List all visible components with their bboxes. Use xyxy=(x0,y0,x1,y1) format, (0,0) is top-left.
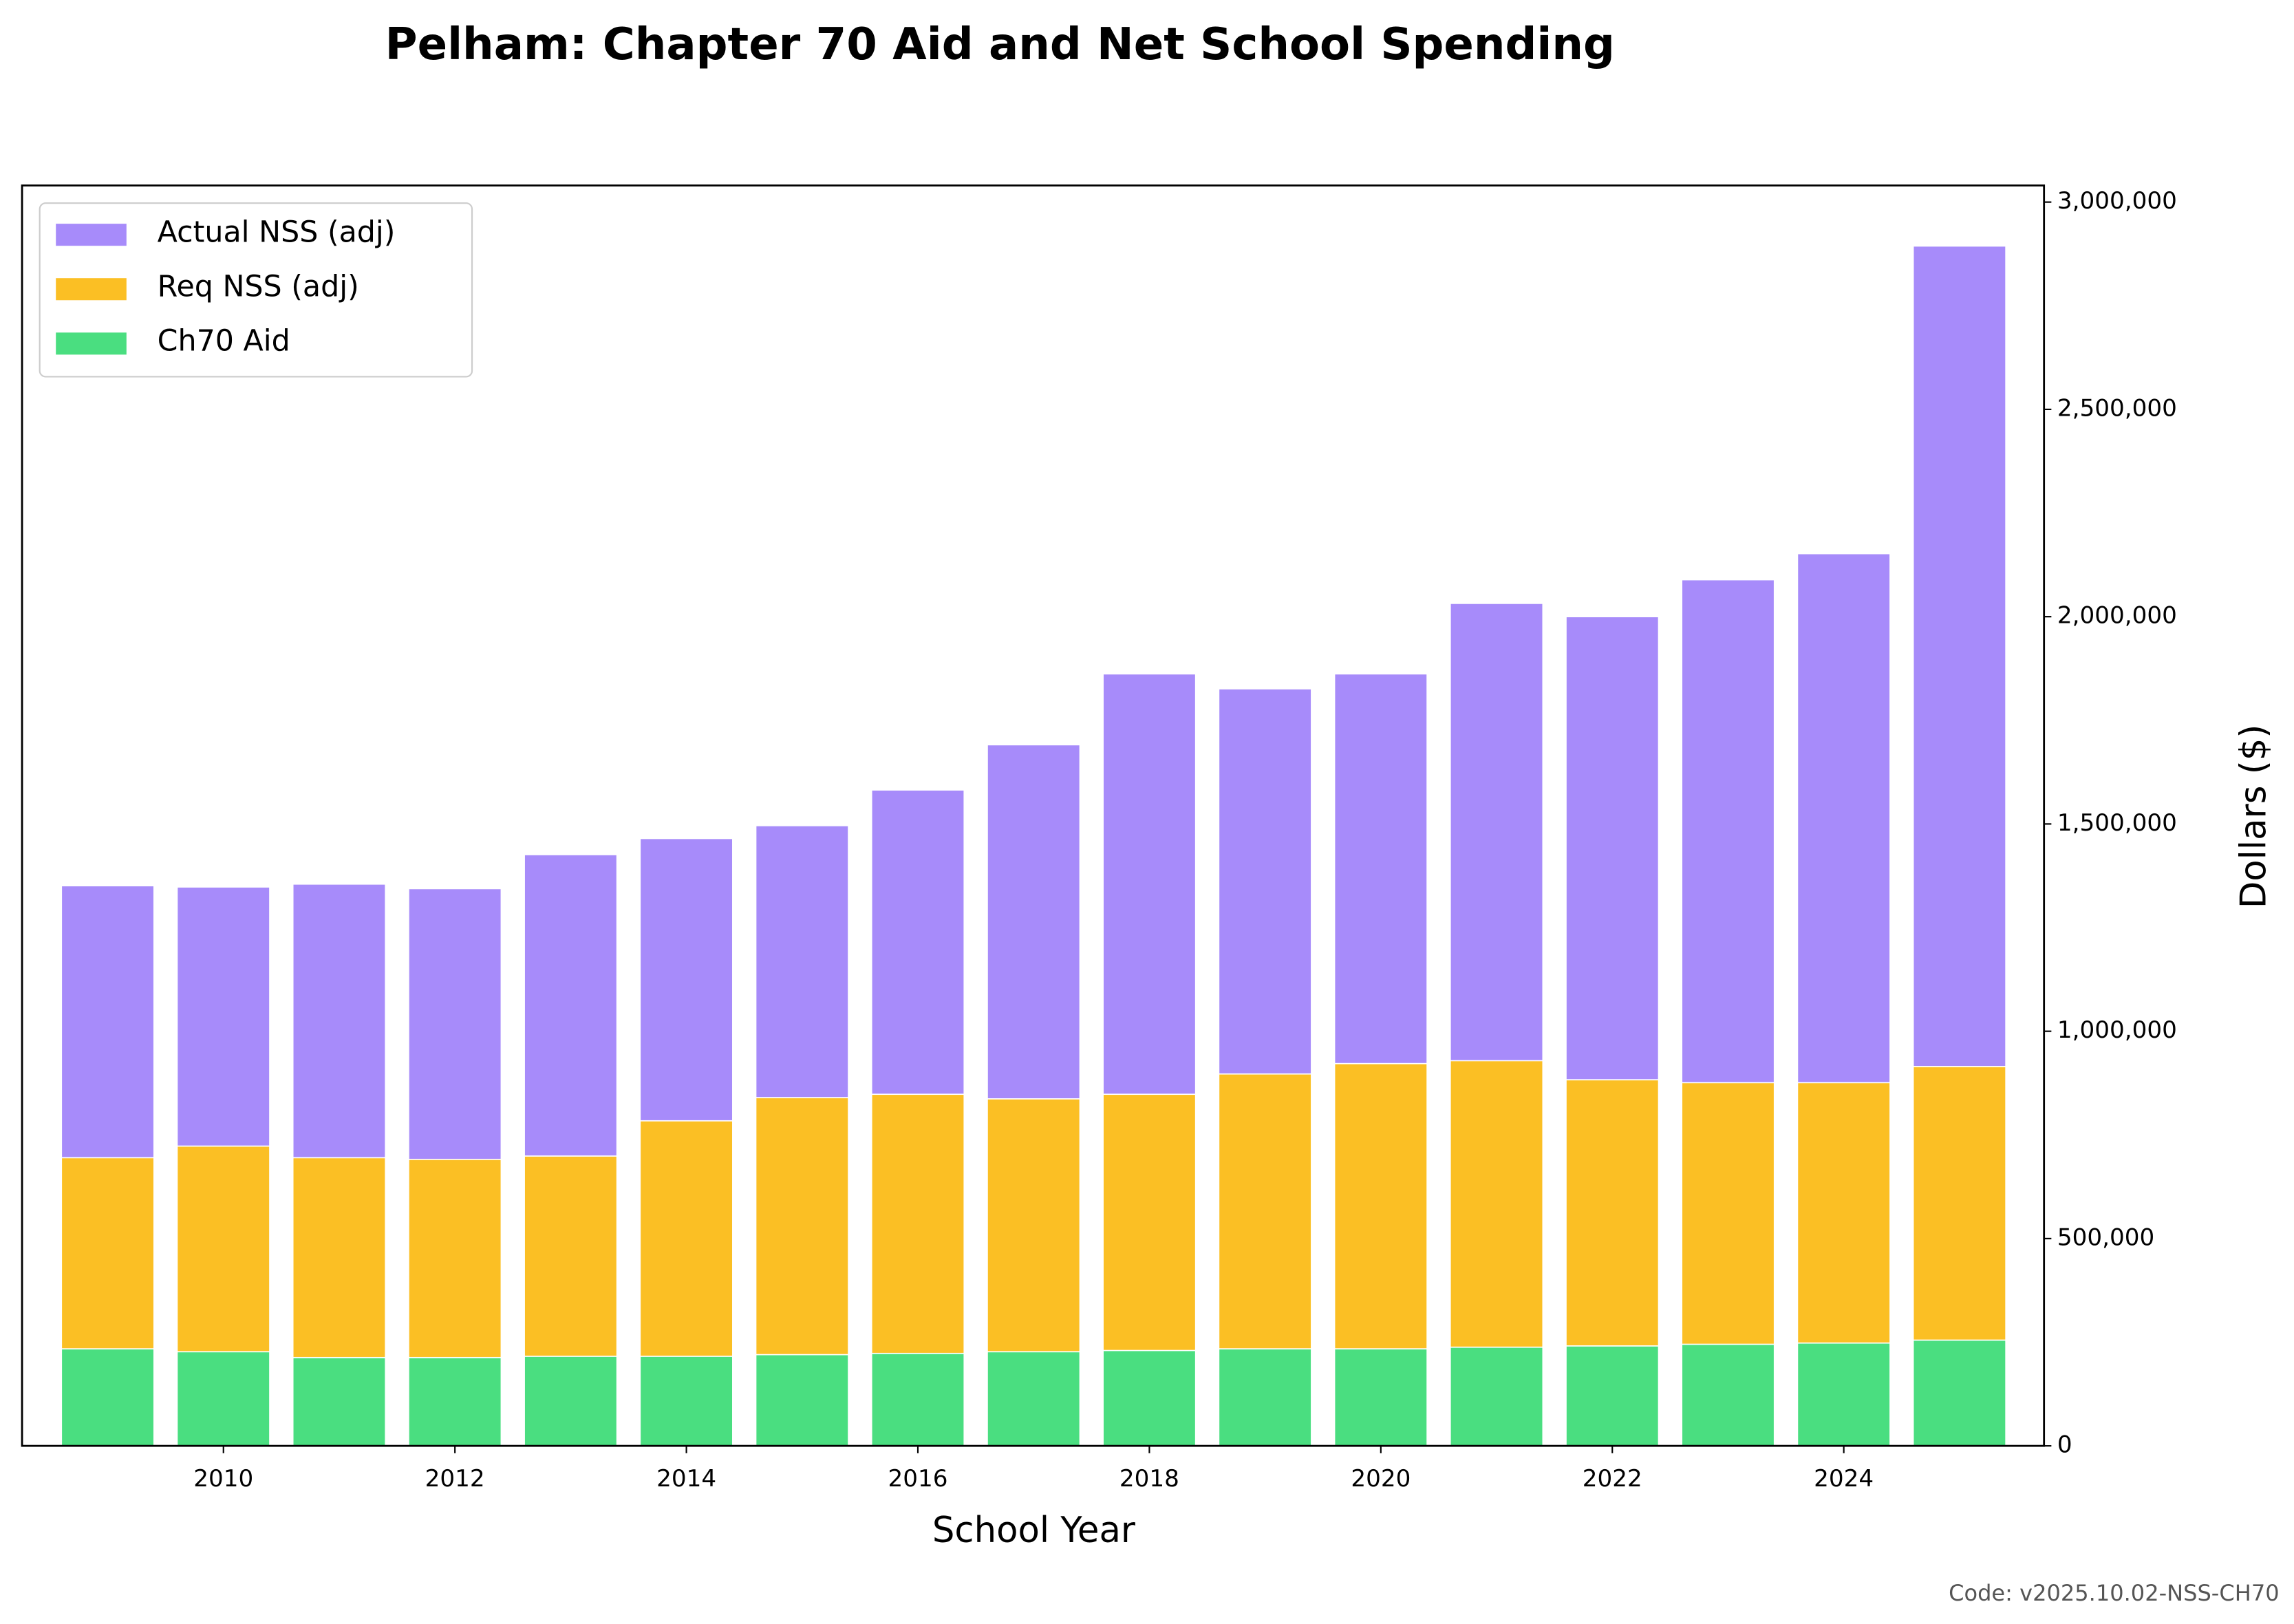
bar xyxy=(1218,1348,1312,1446)
y-tick-label: 1,000,000 xyxy=(2057,1016,2177,1044)
x-tick-label: 2010 xyxy=(193,1465,253,1493)
plot-frame xyxy=(21,184,2046,1447)
y-tick-label: 3,000,000 xyxy=(2057,187,2177,215)
legend-label: Ch70 Aid xyxy=(158,324,290,359)
bar xyxy=(755,1354,849,1446)
footer: Code: v2025.10.02-NSS-CH70 xyxy=(1949,1580,2280,1606)
y-tick-label: 2,500,000 xyxy=(2057,394,2177,422)
bar xyxy=(408,1356,502,1446)
x-tick-label: 2022 xyxy=(1583,1465,1642,1493)
legend-label: Req NSS (adj) xyxy=(158,270,359,304)
legend-swatch xyxy=(56,332,127,355)
x-tick-label: 2024 xyxy=(1814,1465,1874,1493)
legend-label: Actual NSS (adj) xyxy=(158,215,396,250)
bar xyxy=(1449,1346,1544,1446)
bar xyxy=(1333,1348,1428,1446)
x-tick-label: 2016 xyxy=(888,1465,947,1493)
y-tick-label: 500,000 xyxy=(2057,1224,2154,1251)
bar xyxy=(1797,1342,1891,1446)
x-tick-label: 2012 xyxy=(425,1465,485,1493)
x-tick-label: 2020 xyxy=(1351,1465,1411,1493)
y-tick-label: 2,000,000 xyxy=(2057,602,2177,630)
legend-box xyxy=(39,202,473,378)
x-tick-label: 2018 xyxy=(1119,1465,1179,1493)
bar xyxy=(1565,1345,1660,1446)
bar xyxy=(292,1356,387,1446)
bar xyxy=(61,1348,155,1446)
y-tick-label: 0 xyxy=(2057,1431,2072,1459)
bar xyxy=(176,1351,270,1446)
legend-swatch xyxy=(56,278,127,301)
bar xyxy=(1102,1349,1197,1446)
x-axis-label: School Year xyxy=(932,1510,1136,1551)
y-axis-label: Dollars ($) xyxy=(2233,725,2274,909)
bar xyxy=(524,1356,618,1446)
bar xyxy=(639,1356,733,1446)
bar xyxy=(1912,1339,2007,1446)
bar xyxy=(1681,1343,1775,1446)
bar xyxy=(987,1351,1081,1446)
legend-swatch xyxy=(56,224,127,246)
chart-title: Pelham: Chapter 70 Aid and Net School Sp… xyxy=(385,19,1615,70)
y-tick-label: 1,500,000 xyxy=(2057,809,2177,837)
bar xyxy=(870,1352,965,1446)
x-tick-label: 2014 xyxy=(656,1465,716,1493)
